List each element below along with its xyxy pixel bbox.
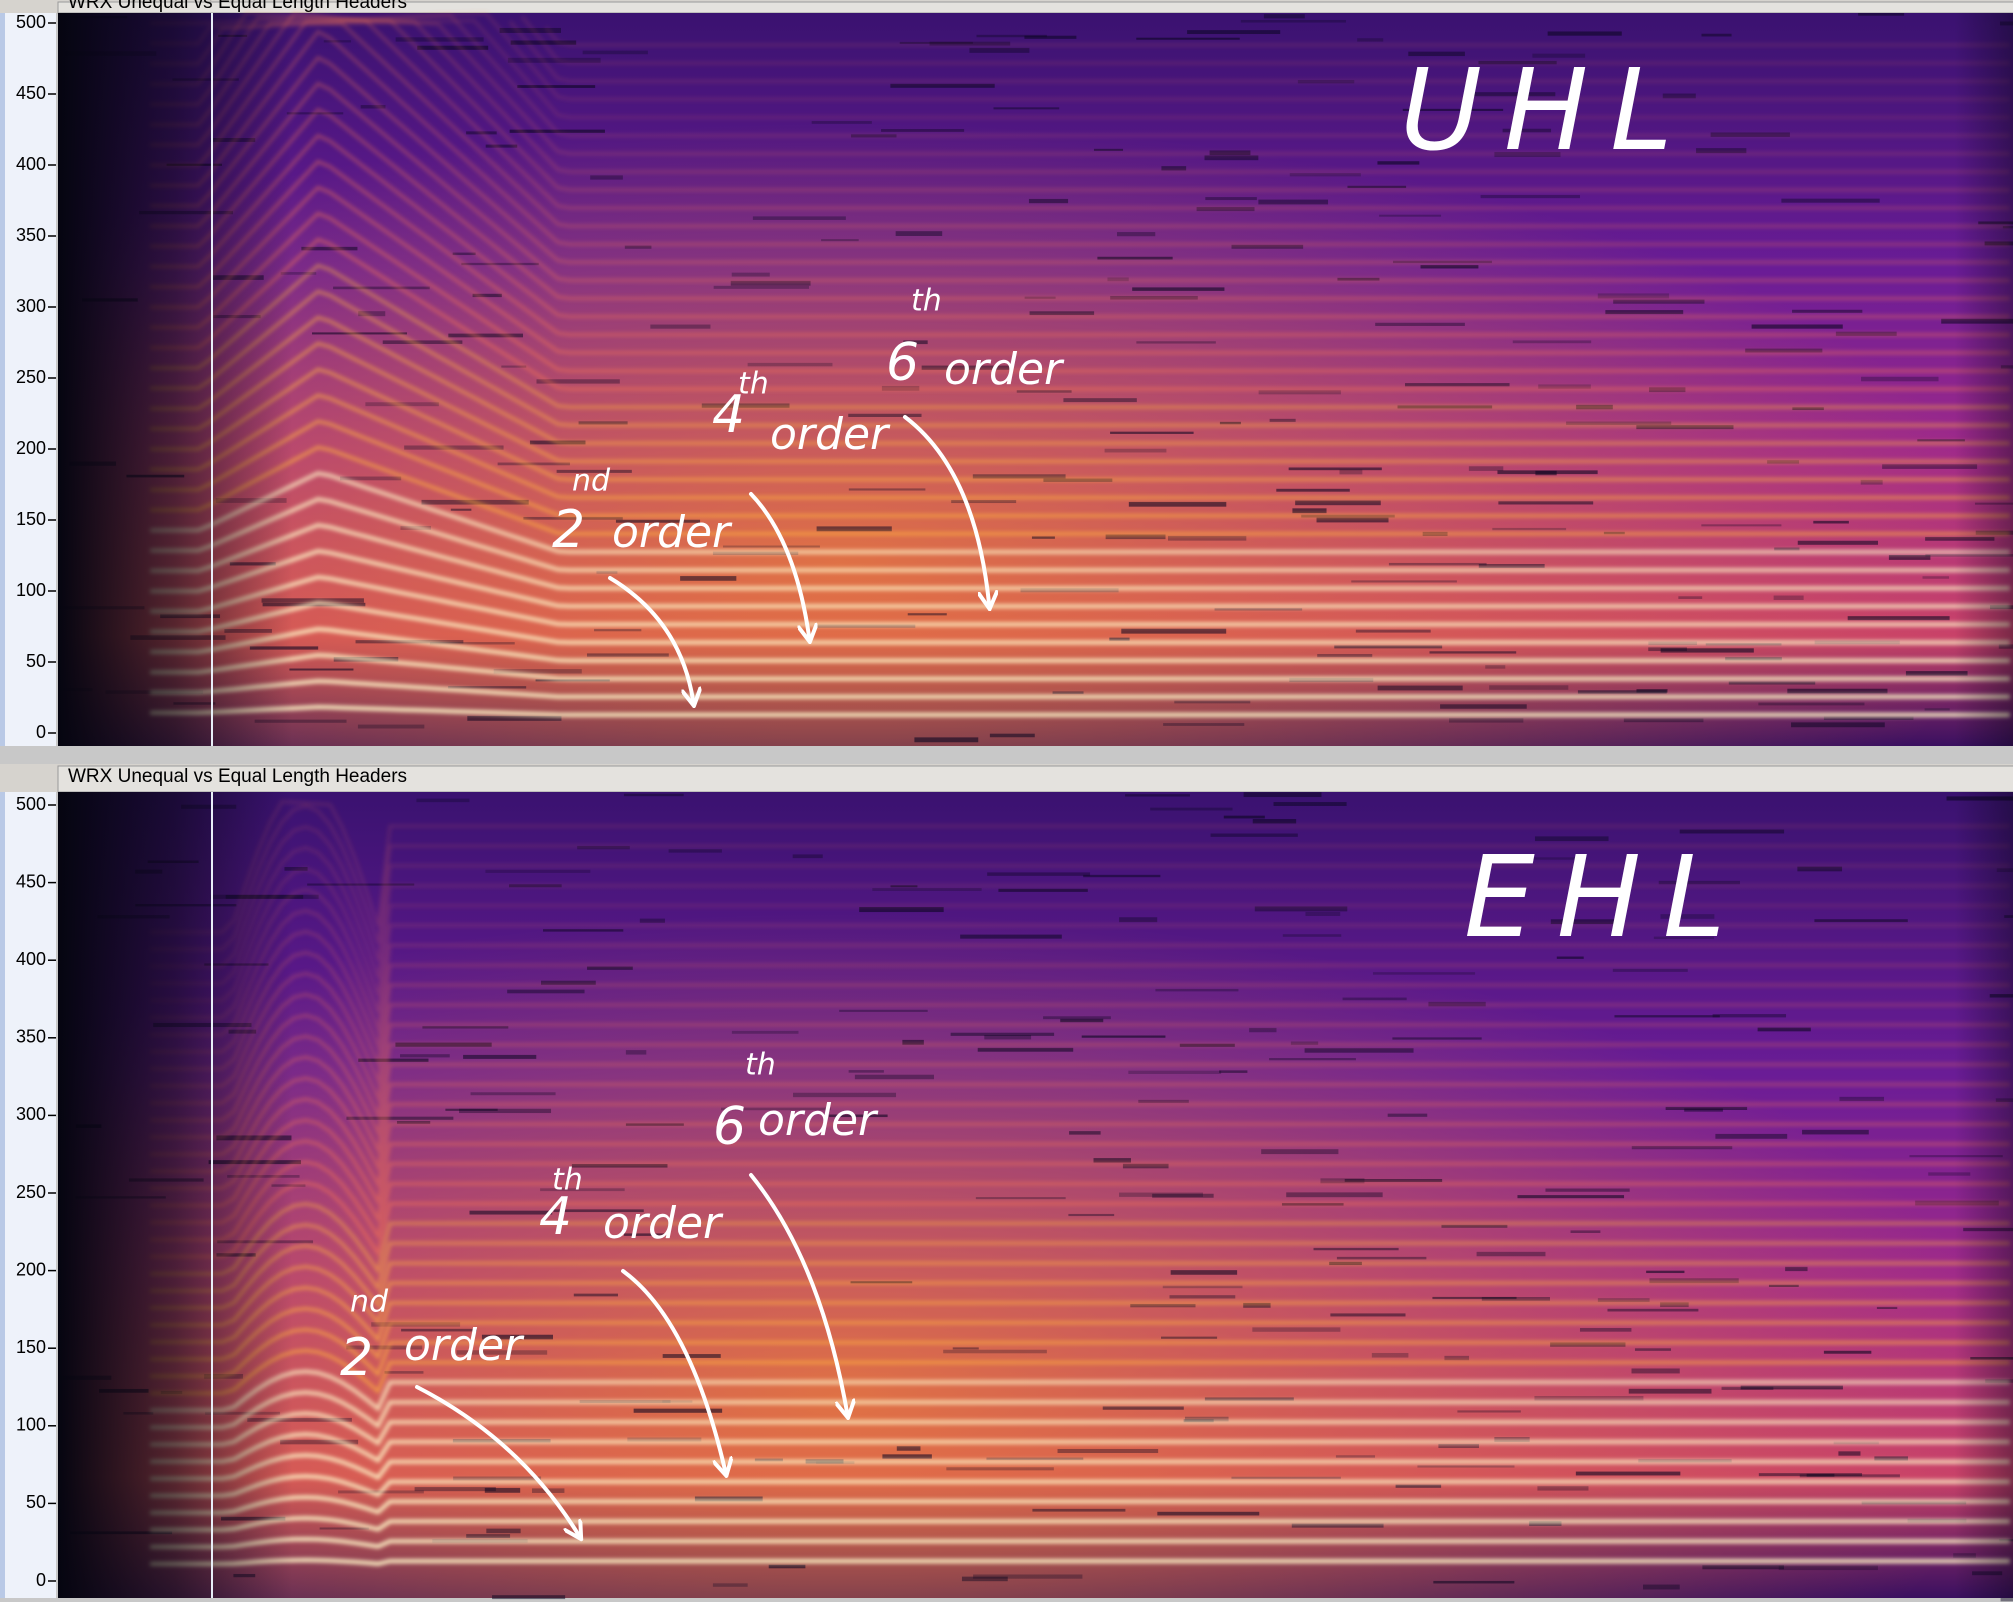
y-tick-label: 150 — [16, 509, 46, 529]
y-tick-label: 100 — [16, 1415, 46, 1435]
y-tick-label: 350 — [16, 1027, 46, 1047]
y-tick-label: 300 — [16, 296, 46, 316]
y-tick-label: 0 — [36, 1570, 46, 1590]
annotation-suffix: th — [552, 1163, 583, 1198]
y-tick-label: 350 — [16, 225, 46, 245]
annotation-number: 2 — [552, 500, 585, 560]
annotation-word: order — [404, 1320, 525, 1371]
y-tick-label: 450 — [16, 83, 46, 103]
spectrogram-fade — [58, 792, 2013, 1598]
annotation-number: 6 — [886, 333, 919, 393]
annotation-word: order — [612, 507, 733, 558]
annotation-suffix: th — [745, 1048, 776, 1083]
y-tick-label: 250 — [16, 367, 46, 387]
track-label: UHL — [1400, 46, 1695, 176]
y-tick-label: 500 — [16, 12, 46, 32]
y-tick-label: 500 — [16, 794, 46, 814]
axis-edge — [0, 13, 5, 746]
annotation-arrow — [608, 576, 693, 700]
axis-panel — [0, 792, 56, 1598]
annotation-arrow — [749, 492, 809, 636]
y-tick-label: 400 — [16, 154, 46, 174]
annotation-suffix: nd — [350, 1285, 389, 1320]
y-tick-label: 250 — [16, 1182, 46, 1202]
annotation-number: 4 — [539, 1187, 572, 1247]
annotation-arrow — [903, 415, 989, 603]
annotation-arrow — [749, 1173, 847, 1412]
track-title: WRX Unequal vs Equal Length Headers — [68, 766, 407, 787]
y-tick-label: 50 — [26, 1492, 46, 1512]
annotation-suffix: nd — [572, 464, 611, 499]
annotation-arrow — [621, 1269, 725, 1470]
track: WRX Unequal vs Equal Length Headers 0 50 10… — [0, 0, 2013, 746]
axis-edge — [0, 792, 5, 1598]
y-tick-label: 450 — [16, 871, 46, 891]
annotation-suffix: th — [911, 284, 942, 319]
track: WRX Unequal vs Equal Length Headers 0 50 10… — [0, 764, 2013, 1602]
noise — [2000, 1597, 2013, 1602]
y-tick-label: 50 — [26, 651, 46, 671]
y-tick-label: 150 — [16, 1337, 46, 1357]
y-tick-label: 200 — [16, 438, 46, 458]
annotation-word: order — [770, 409, 891, 460]
annotation-word: order — [758, 1095, 879, 1146]
annotation-number: 6 — [713, 1097, 746, 1157]
y-tick-label: 400 — [16, 949, 46, 969]
y-tick-label: 0 — [36, 722, 46, 742]
y-tick-label: 300 — [16, 1104, 46, 1124]
annotation-word: order — [603, 1198, 724, 1249]
annotation-suffix: th — [738, 367, 769, 402]
spectrogram-fade — [58, 13, 2013, 746]
track-label: EHL — [1464, 833, 1747, 963]
y-tick-label: 100 — [16, 580, 46, 600]
annotation-number: 4 — [712, 385, 745, 445]
track-title: WRX Unequal vs Equal Length Headers — [68, 0, 407, 13]
axis-panel — [0, 13, 56, 746]
annotation-arrow — [415, 1385, 578, 1534]
annotation-number: 2 — [340, 1328, 373, 1388]
annotation-word: order — [944, 344, 1065, 395]
y-tick-label: 200 — [16, 1259, 46, 1279]
